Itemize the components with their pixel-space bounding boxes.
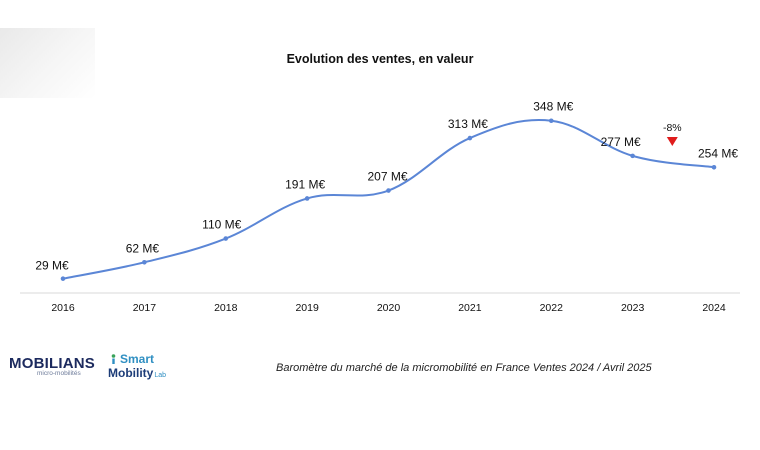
data-label-2018: 110 M€: [202, 218, 241, 232]
mobilians-logo-sub: micro-mobilités: [37, 370, 81, 377]
smart-logo-line1: Smart: [120, 352, 155, 366]
data-label-2019: 191 M€: [285, 177, 325, 191]
down-triangle-icon: [666, 137, 678, 146]
data-point-2019: [304, 196, 310, 201]
x-tick-label-2024: 2024: [702, 302, 726, 314]
data-point-2021: [467, 135, 473, 141]
data-label-2023: 277 M€: [601, 135, 641, 149]
chart-title: Evolution des ventes, en valeur: [286, 52, 474, 66]
data-point-2023: [630, 153, 635, 159]
data-label-2022: 348 M€: [533, 100, 573, 114]
mobilians-logo-word: MOBILIANS: [9, 355, 95, 372]
source-footnote: Baromètre du marché de la micromobilité …: [276, 362, 652, 374]
x-tick-label-2022: 2022: [540, 302, 564, 314]
data-point-2020: [386, 188, 391, 193]
data-point-2022: [548, 118, 554, 124]
smart-mobility-pin-icon: [111, 354, 116, 364]
smart-logo-line2: MobilityLab: [108, 366, 166, 380]
x-tick-label-2020: 2020: [377, 302, 401, 314]
data-point-2017: [142, 260, 147, 265]
data-point-2016: [60, 276, 66, 281]
x-tick-label-2023: 2023: [621, 302, 645, 314]
smart-logo-mobility: Mobility: [108, 366, 154, 380]
mobilians-logo: MOBILIANS micro-mobilités: [9, 355, 95, 377]
data-point-2024: [711, 164, 717, 170]
x-tick-label-2019: 2019: [295, 302, 319, 314]
data-label-2020: 207 M€: [367, 170, 407, 184]
x-tick-label-2016: 2016: [51, 302, 75, 314]
data-label-2016: 29 M€: [35, 259, 69, 273]
change-annotation-label: -8%: [663, 122, 682, 134]
x-tick-label-2021: 2021: [458, 302, 482, 314]
x-tick-label-2018: 2018: [214, 302, 238, 314]
data-point-2018: [223, 236, 229, 241]
smart-mobility-lab-logo: Smart MobilityLab: [108, 352, 166, 380]
data-label-2024: 254 M€: [698, 146, 738, 160]
corner-shade: [0, 28, 95, 98]
data-label-2017: 62 M€: [126, 241, 160, 255]
x-tick-label-2017: 2017: [133, 302, 157, 314]
smart-logo-lab: Lab: [154, 372, 167, 379]
data-label-2021: 313 M€: [448, 117, 488, 131]
